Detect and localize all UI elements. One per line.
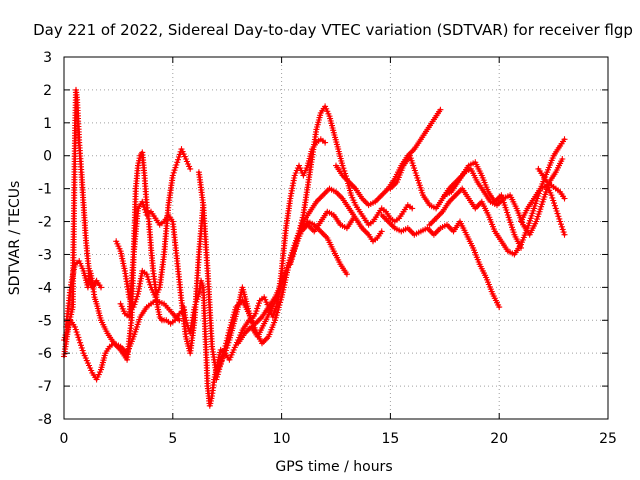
y-tick-label: 3: [43, 50, 52, 66]
series-line: [197, 138, 327, 375]
y-tick-label: -4: [38, 280, 52, 296]
series-markers: [441, 156, 566, 238]
x-tick-label: 5: [168, 431, 177, 447]
chart-title: Day 221 of 2022, Sidereal Day-to-day VTE…: [33, 21, 633, 39]
series-markers: [535, 165, 568, 202]
y-ticks: 3 2 1 0 -1 -2 -3 -4 -5 -6 -7 -8: [38, 50, 608, 428]
series-markers: [61, 297, 183, 383]
series-markers: [518, 182, 568, 238]
y-tick-label: -2: [38, 215, 52, 231]
y-tick-label: 0: [43, 149, 52, 165]
series-markers: [378, 212, 503, 311]
series-markers: [387, 152, 524, 251]
y-axis-label: SDTVAR / TECUs: [7, 181, 23, 296]
y-tick-label: -5: [38, 313, 52, 329]
y-tick-label: 2: [43, 83, 52, 99]
x-tick-label: 20: [490, 431, 508, 447]
x-tick-label: 15: [381, 431, 399, 447]
y-tick-label: -3: [38, 247, 52, 263]
x-tick-label: 25: [599, 431, 617, 447]
series-markers: [235, 185, 385, 347]
x-axis-label: GPS time / hours: [275, 459, 392, 475]
y-tick-label: -8: [38, 412, 52, 428]
x-tick-label: 0: [60, 431, 69, 447]
plot-frame: [63, 56, 609, 420]
data-points: [61, 86, 568, 409]
x-ticks: 0 5 10 15 20 25: [60, 57, 617, 447]
x-tick-label: 10: [273, 431, 291, 447]
series-markers: [113, 146, 194, 311]
y-tick-label: -7: [38, 379, 52, 395]
y-tick-label: 1: [43, 116, 52, 132]
y-tick-label: -1: [38, 182, 52, 198]
y-tick-label: -6: [38, 346, 52, 362]
series-line: [64, 151, 185, 362]
